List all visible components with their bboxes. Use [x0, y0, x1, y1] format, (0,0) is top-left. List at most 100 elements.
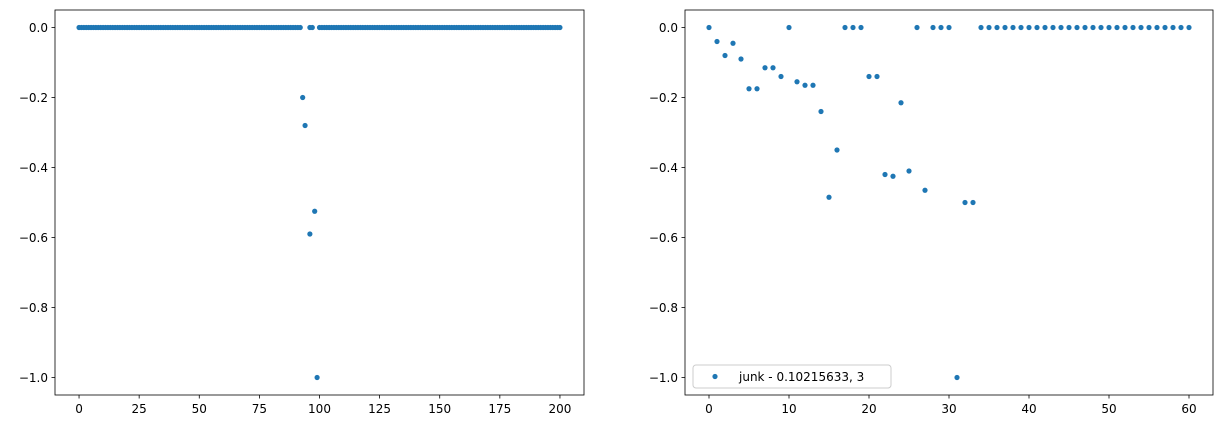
x-tick-label: 175 — [488, 402, 511, 416]
data-point — [1130, 24, 1136, 31]
data-point — [938, 24, 944, 31]
data-point — [1090, 24, 1096, 31]
data-point — [557, 24, 563, 31]
x-tick-label: 150 — [428, 402, 451, 416]
data-point — [1034, 24, 1040, 31]
data-point — [762, 65, 768, 71]
data-point — [826, 194, 832, 200]
data-point — [994, 24, 1000, 31]
data-point — [882, 171, 888, 178]
data-point — [930, 24, 936, 31]
data-point — [730, 40, 736, 46]
data-point — [842, 24, 848, 31]
y-tick-label: −1.0 — [649, 371, 678, 385]
x-tick-label: 25 — [132, 402, 147, 416]
data-point — [834, 147, 840, 153]
data-point — [1082, 24, 1088, 31]
data-point — [778, 73, 784, 80]
y-tick-label: −0.6 — [649, 231, 678, 245]
series-markers — [706, 24, 1192, 381]
x-tick-label: 100 — [308, 402, 331, 416]
data-point — [1146, 24, 1152, 31]
data-point — [818, 108, 824, 115]
x-tick-label: 40 — [1021, 402, 1036, 416]
x-tick-label: 75 — [252, 402, 267, 416]
data-point — [1154, 24, 1160, 31]
data-point — [922, 187, 928, 193]
data-point — [810, 82, 816, 88]
data-point — [914, 24, 920, 31]
data-point — [297, 24, 303, 31]
series-markers — [76, 24, 563, 381]
left-scatter-chart: 0 25 50 75 100 125 150 175 200 0.0 −0.2 −0.4 −0.6 −0.… — [19, 9, 585, 416]
data-point — [706, 24, 712, 31]
data-point — [1074, 24, 1080, 31]
data-point — [866, 73, 872, 80]
data-point — [1186, 24, 1192, 31]
x-tick-label: 20 — [861, 402, 876, 416]
data-point — [746, 86, 752, 92]
data-point — [300, 94, 306, 101]
data-point — [754, 86, 760, 92]
x-tick-label: 0 — [705, 402, 713, 416]
data-point — [986, 24, 992, 31]
data-point — [1058, 24, 1064, 31]
legend-label: junk - 0.10215633, 3 — [738, 370, 864, 384]
data-point — [1162, 24, 1168, 31]
data-point — [954, 374, 960, 381]
data-point — [714, 38, 720, 45]
data-point — [850, 24, 856, 31]
legend: junk - 0.10215633, 3 — [692, 364, 892, 389]
data-point — [978, 24, 984, 31]
data-point — [890, 173, 896, 179]
data-point — [898, 100, 904, 106]
data-point — [1066, 24, 1072, 31]
right-scatter-chart: 0 10 20 30 40 50 60 0.0 −0.2 −0.4 −0.6 −0.8 −1.0 junk… — [649, 9, 1214, 416]
data-point — [314, 374, 320, 381]
data-point — [802, 82, 808, 88]
y-tick-label: 0.0 — [29, 21, 48, 35]
data-point — [307, 231, 313, 237]
y-tick-label: −0.2 — [19, 91, 48, 105]
data-point — [962, 199, 968, 206]
data-point — [794, 79, 800, 85]
data-point — [1050, 24, 1056, 31]
y-tick-label: 0.0 — [659, 21, 678, 35]
data-point — [858, 24, 864, 31]
data-point — [1114, 24, 1120, 31]
data-point — [1010, 24, 1016, 31]
y-tick-label: −0.4 — [649, 161, 678, 175]
y-tick-label: −1.0 — [19, 371, 48, 385]
data-point — [302, 122, 308, 129]
data-point — [906, 168, 912, 174]
legend-box — [692, 364, 892, 389]
x-tick-label: 0 — [75, 402, 83, 416]
y-tick-label: −0.8 — [649, 301, 678, 315]
legend-marker — [712, 373, 718, 380]
x-tick-label: 10 — [781, 402, 796, 416]
data-point — [1178, 24, 1184, 31]
data-point — [1122, 24, 1128, 31]
x-tick-label: 125 — [368, 402, 391, 416]
y-tick-label: −0.2 — [649, 91, 678, 105]
data-point — [1042, 24, 1048, 31]
data-point — [309, 24, 315, 31]
data-point — [786, 24, 792, 31]
y-tick-label: −0.8 — [19, 301, 48, 315]
x-tick-label: 50 — [192, 402, 207, 416]
data-point — [1138, 24, 1144, 31]
y-tick-label: −0.4 — [19, 161, 48, 175]
x-tick-label: 200 — [549, 402, 572, 416]
data-point — [312, 208, 318, 214]
data-point — [946, 24, 952, 31]
x-tick-label: 50 — [1101, 402, 1116, 416]
data-point — [722, 52, 728, 59]
x-tick-label: 30 — [941, 402, 956, 416]
y-tick-label: −0.6 — [19, 231, 48, 245]
x-tick-label: 60 — [1181, 402, 1196, 416]
data-point — [874, 73, 880, 80]
data-point — [1170, 24, 1176, 31]
data-point — [1026, 24, 1032, 31]
data-point — [1018, 24, 1024, 31]
